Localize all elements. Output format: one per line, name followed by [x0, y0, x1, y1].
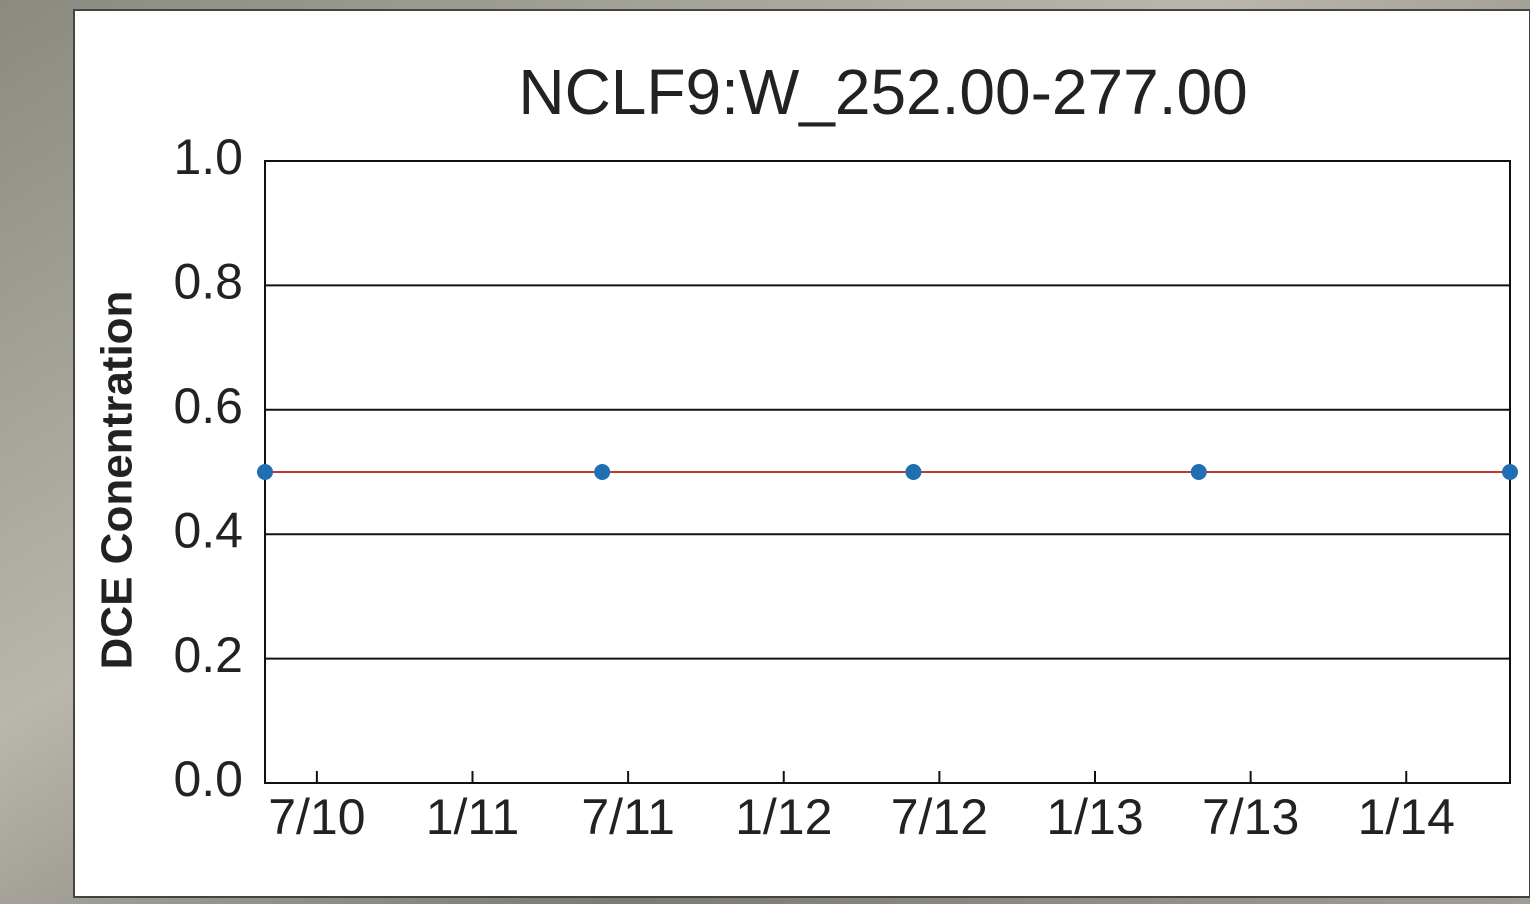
x-tick-label: 7/13	[1202, 789, 1299, 845]
popup-panel	[73, 9, 1530, 898]
data-point	[594, 464, 611, 480]
y-tick-label: 0.8	[173, 254, 243, 310]
data-point	[905, 464, 922, 480]
data-point	[1190, 464, 1207, 480]
x-tick-label: 1/14	[1358, 789, 1455, 845]
y-tick-label: 1.0	[173, 129, 243, 185]
x-tick-label: 7/10	[268, 789, 365, 845]
y-tick-label: 0.2	[173, 627, 243, 683]
y-tick-label: 0.4	[173, 502, 243, 558]
x-tick-label: 1/11	[426, 789, 520, 845]
y-axis-label: DCE Conentration	[93, 291, 142, 670]
data-point	[257, 464, 273, 480]
y-tick-label: 0.0	[173, 751, 243, 807]
x-tick-label: 7/11	[581, 789, 675, 845]
chart-title: NCLF9:W_252.00-277.00	[518, 56, 1247, 128]
data-point	[1502, 464, 1518, 480]
y-tick-label: 0.6	[173, 378, 243, 434]
x-tick-label: 7/12	[891, 789, 988, 845]
x-tick-label: 1/13	[1046, 789, 1143, 845]
x-tick-label: 1/12	[735, 789, 832, 845]
